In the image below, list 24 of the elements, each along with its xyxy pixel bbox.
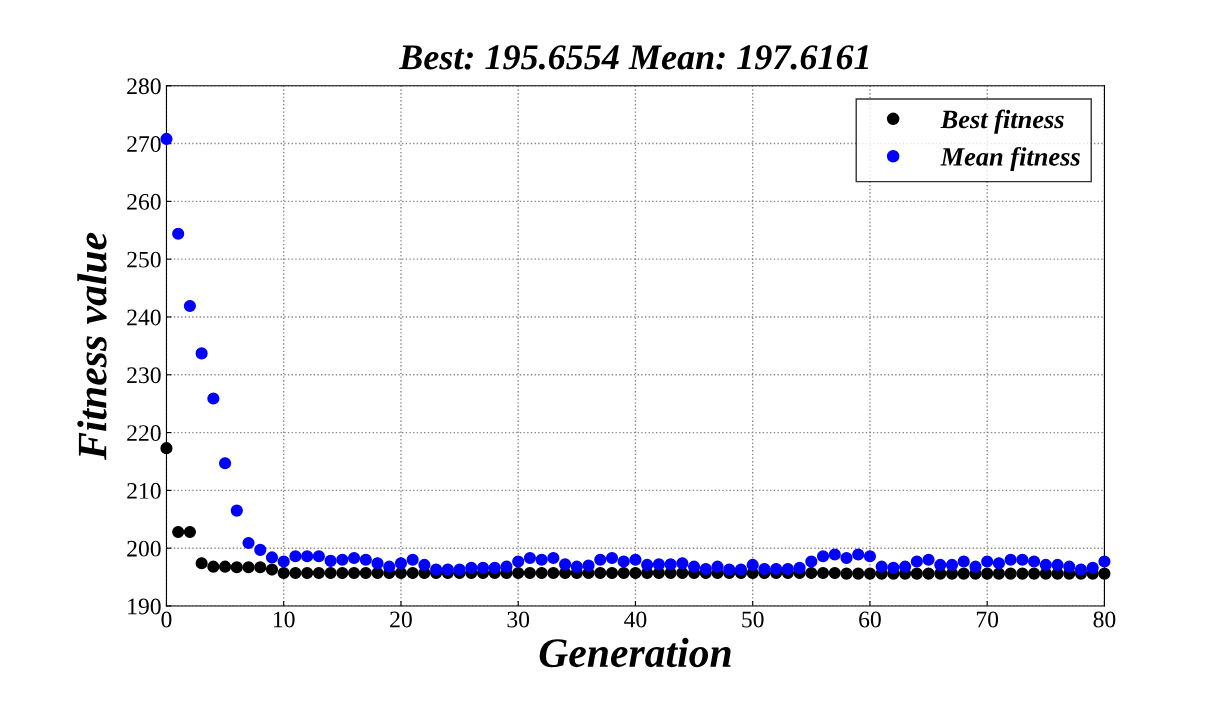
x-tick-label: 30 (507, 611, 530, 628)
y-axis-title: Fitness value (77, 232, 107, 460)
x-tick-label: 50 (742, 611, 764, 628)
chart-title: Best: 195.6554 Mean: 197.6161 (398, 45, 869, 70)
x-tick-label: 0 (161, 611, 172, 628)
x-tick-label: 20 (390, 611, 412, 628)
legend-label: Best fitness (940, 109, 1064, 134)
y-tick-label: 240 (127, 309, 161, 326)
y-tick-label: 200 (127, 540, 161, 557)
y-tick-label: 210 (127, 482, 161, 499)
legend-label: Mean fitness (940, 146, 1080, 172)
x-tick-label: 70 (976, 611, 999, 628)
x-tick-label: 40 (624, 611, 647, 628)
y-tick-label: 230 (127, 367, 161, 384)
x-tick-label: 10 (273, 611, 295, 628)
y-tick-label: 260 (127, 193, 161, 210)
x-axis-title: Generation (539, 637, 731, 668)
y-tick-label: 220 (127, 425, 161, 441)
x-tick-label: 60 (859, 611, 881, 628)
y-tick-label: 280 (127, 78, 161, 95)
y-tick-label: 270 (127, 136, 161, 152)
y-tick-label: 190 (128, 598, 161, 615)
y-tick-label: 250 (127, 251, 161, 268)
x-tick-label: 80 (1093, 611, 1116, 628)
